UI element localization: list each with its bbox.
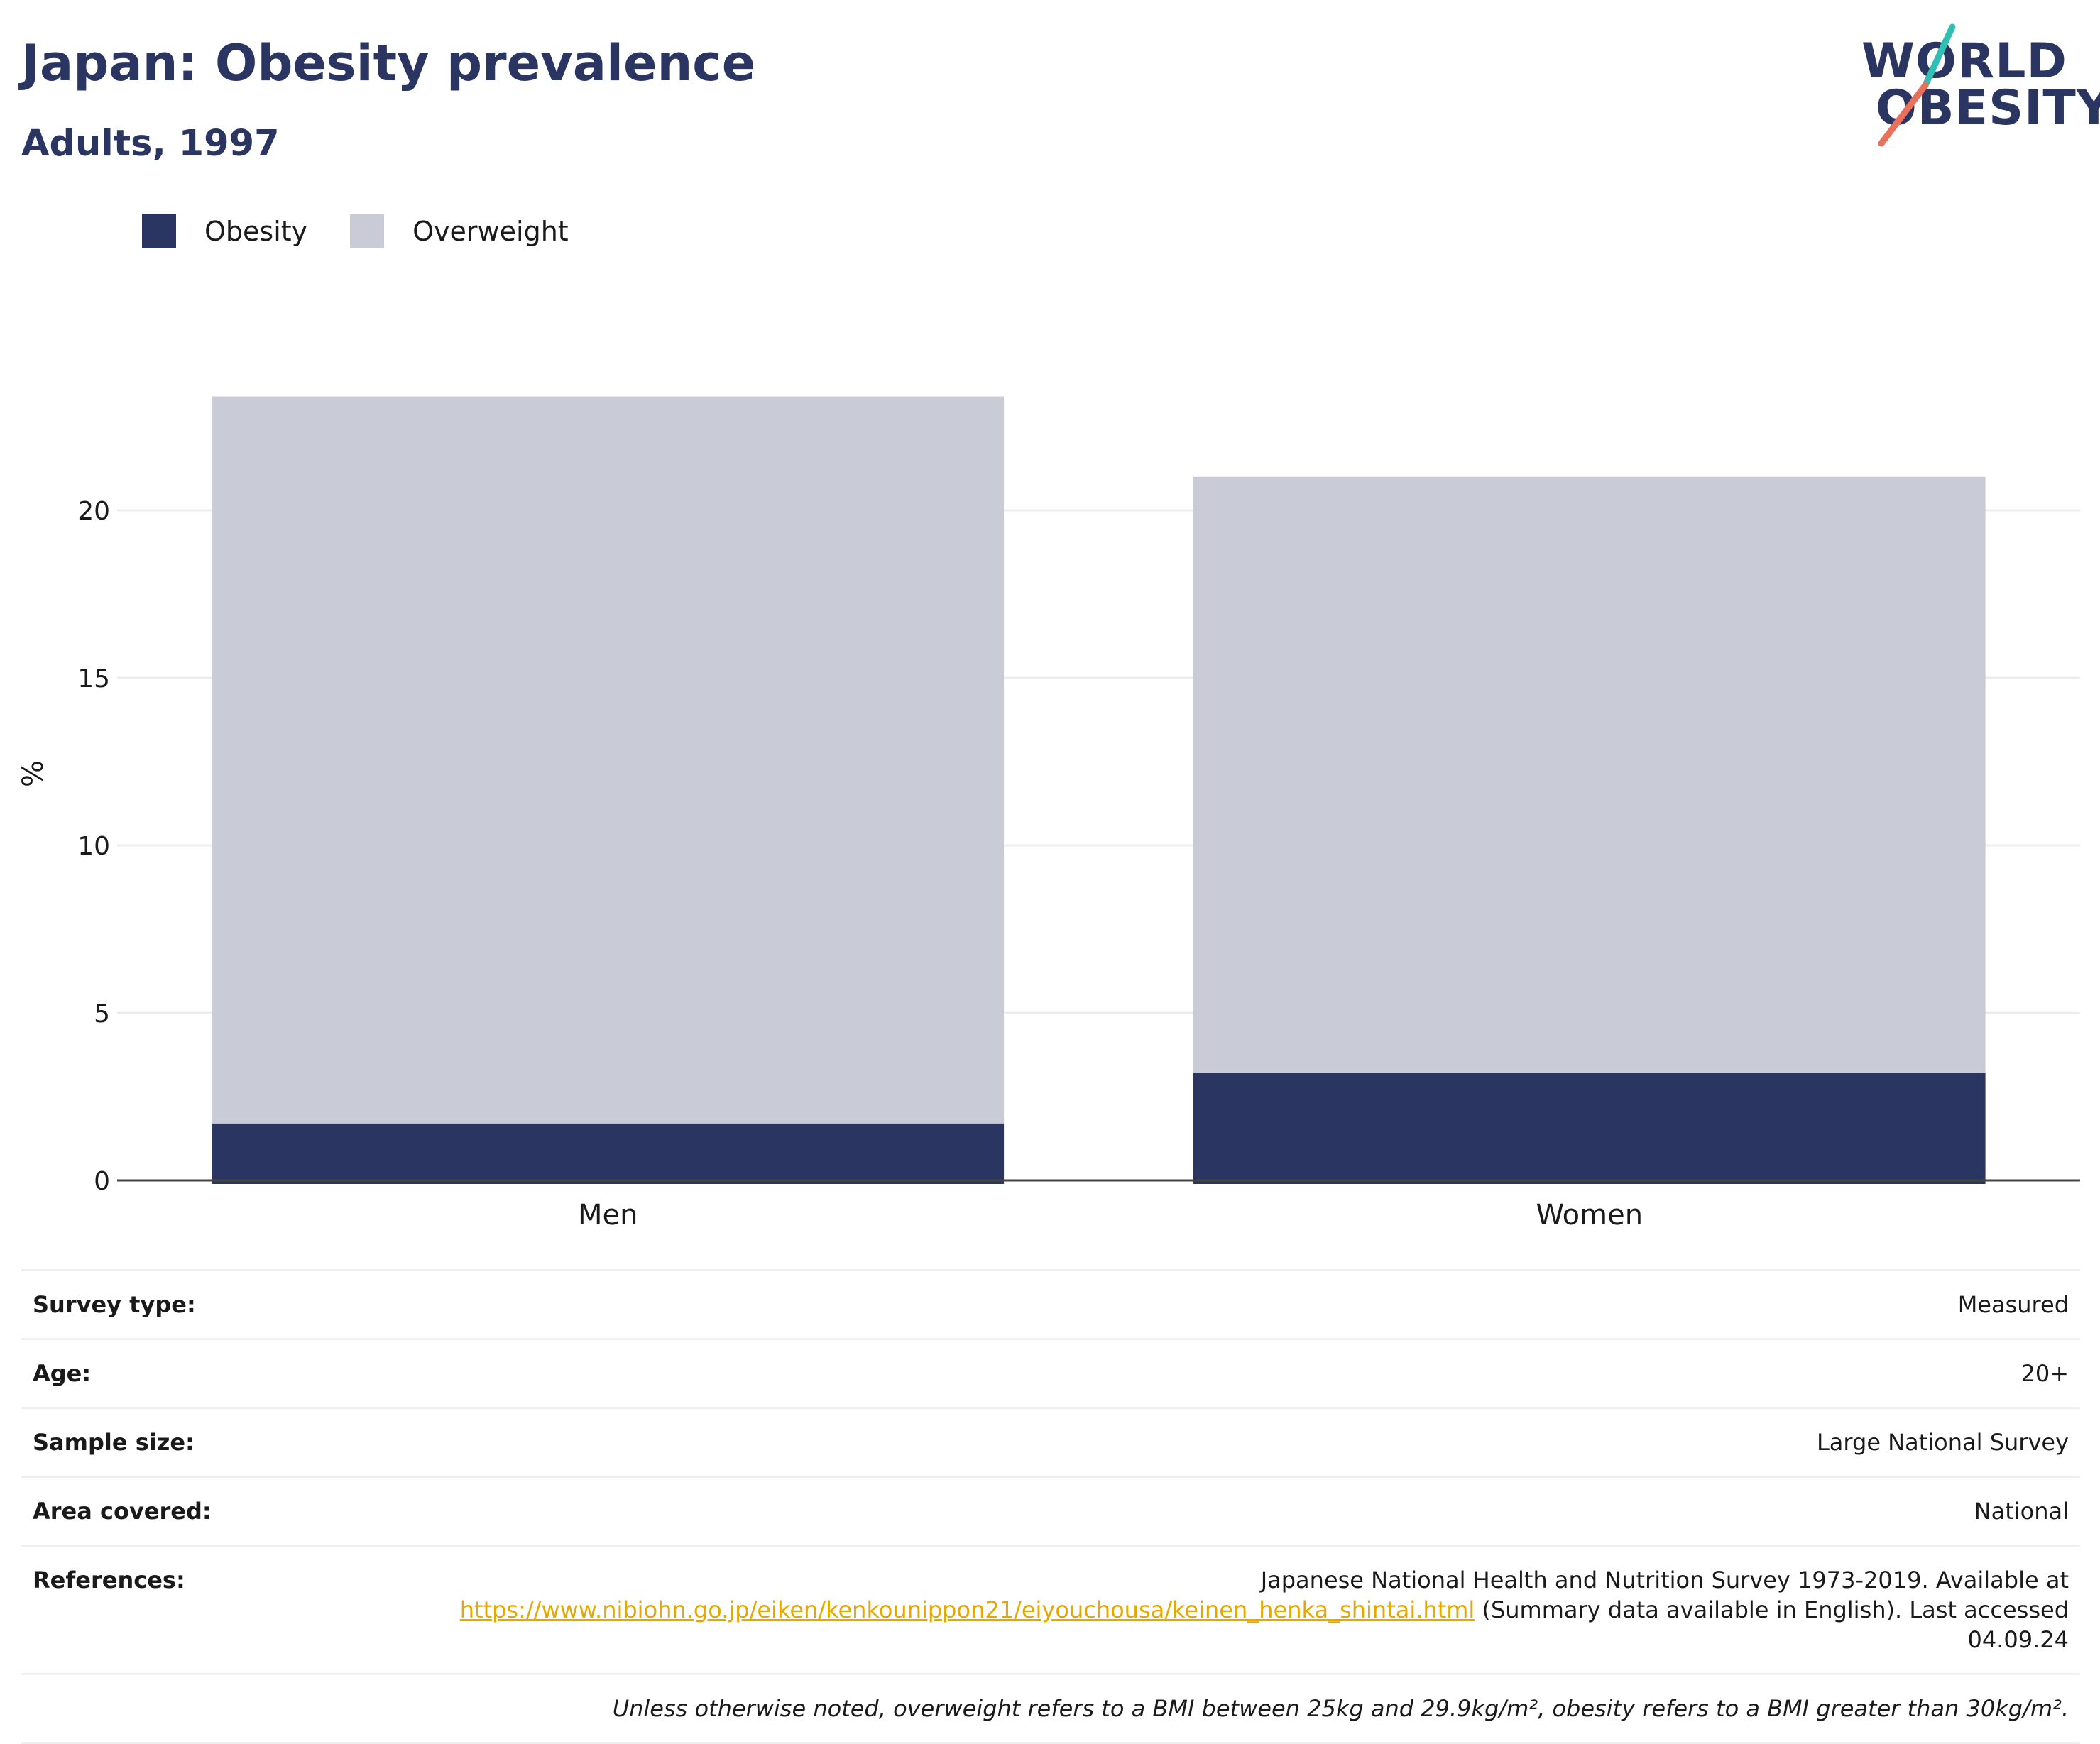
survey-info-table: Survey type: Measured Age: 20+ Sample si… (21, 1269, 2080, 1744)
x-tick-label-women: Women (1536, 1199, 1643, 1232)
references-text-after: (Summary data available in English). Las… (1482, 1596, 2069, 1653)
info-value: National (1974, 1498, 2069, 1525)
world-obesity-logo: WORLD OBESITY (1853, 21, 2100, 149)
legend-label-obesity: Obesity (204, 216, 308, 247)
bar-men-obesity[interactable] (212, 1123, 1005, 1184)
info-label: References: (33, 1567, 185, 1594)
logo-slash-icon (1878, 23, 1956, 147)
references-value: Japanese National Health and Nutrition S… (450, 1565, 2069, 1655)
info-label: Survey type: (33, 1291, 196, 1318)
y-tick-label-15: 15 (77, 664, 110, 693)
bar-women-obesity[interactable] (1193, 1073, 1986, 1184)
info-label: Age: (33, 1360, 92, 1387)
legend-swatch-obesity (142, 214, 176, 248)
page-title: Japan: Obesity prevalence (21, 34, 756, 92)
info-label: Sample size: (33, 1429, 195, 1456)
x-tick-label-men: Men (578, 1199, 638, 1232)
y-tick-label-0: 0 (94, 1167, 110, 1196)
page-subtitle: Adults, 1997 (21, 123, 280, 165)
info-row-age: Age: 20+ (21, 1338, 2080, 1407)
info-value: 20+ (2020, 1360, 2069, 1387)
chart-legend: Obesity Overweight (142, 210, 611, 253)
y-tick-label-5: 5 (94, 999, 110, 1029)
bmi-footnote: Unless otherwise noted, overweight refer… (21, 1673, 2080, 1744)
stacked-bar-chart: 0 5 10 15 20 Men Women % (17, 396, 2080, 1232)
logo-line-1: WORLD (1861, 33, 2067, 89)
references-text-before: Japanese National Health and Nutrition S… (1260, 1567, 2069, 1594)
legend-item-obesity[interactable]: Obesity (142, 214, 307, 248)
info-value: Measured (1957, 1291, 2069, 1318)
y-tick-label-20: 20 (77, 497, 110, 526)
y-axis-label: % (17, 760, 50, 787)
info-row-references: References: Japanese National Health and… (21, 1545, 2080, 1673)
bar-women-overweight[interactable] (1193, 476, 1986, 1073)
legend-swatch-overweight (350, 214, 385, 248)
info-value: Large National Survey (1816, 1429, 2069, 1456)
info-label: Area covered: (33, 1498, 212, 1525)
references-link[interactable]: https://www.nibiohn.go.jp/eiken/kenkouni… (459, 1596, 1475, 1623)
legend-label-overweight: Overweight (412, 216, 569, 247)
info-row-survey-type: Survey type: Measured (21, 1269, 2080, 1338)
info-row-area-covered: Area covered: National (21, 1476, 2080, 1545)
logo-line-2: OBESITY (1876, 80, 2100, 136)
legend-item-overweight[interactable]: Overweight (350, 214, 569, 248)
bar-men-overweight[interactable] (212, 396, 1005, 1124)
info-row-sample-size: Sample size: Large National Survey (21, 1407, 2080, 1476)
y-tick-label-10: 10 (77, 832, 110, 861)
